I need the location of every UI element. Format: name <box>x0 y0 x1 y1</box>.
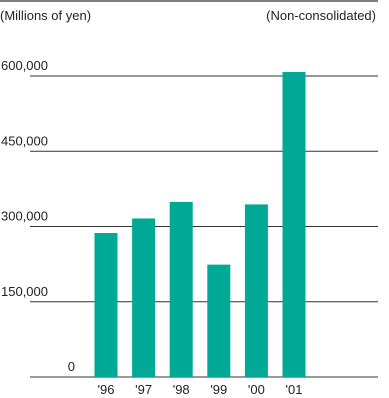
note-label: (Non-consolidated) <box>266 8 376 23</box>
y-tick-labels: 0 150,000 300,000 450,000 600,000 <box>1 58 75 374</box>
bars <box>94 71 306 377</box>
x-tick-label: '98 <box>173 382 190 397</box>
bar-2 <box>169 201 193 377</box>
x-tick-labels: '96 '97 '98 '99 '00 '01 <box>98 382 303 397</box>
y-tick-label: 600,000 <box>1 58 48 73</box>
bar-5 <box>282 71 306 377</box>
y-tick-label: 0 <box>68 359 75 374</box>
y-tick-label: 300,000 <box>1 209 48 224</box>
x-tick-label: '97 <box>135 382 152 397</box>
x-tick-label: '99 <box>210 382 227 397</box>
bar-0 <box>94 233 118 377</box>
bar-3 <box>207 264 231 377</box>
gridlines <box>30 75 378 378</box>
y-tick-label: 450,000 <box>1 133 48 148</box>
y-tick-label: 150,000 <box>1 284 48 299</box>
unit-label: (Millions of yen) <box>0 8 91 23</box>
x-tick-label: '01 <box>286 382 303 397</box>
bar-1 <box>132 218 156 377</box>
x-tick-label: '00 <box>248 382 265 397</box>
x-tick-label: '96 <box>98 382 115 397</box>
bar-4 <box>244 204 268 377</box>
